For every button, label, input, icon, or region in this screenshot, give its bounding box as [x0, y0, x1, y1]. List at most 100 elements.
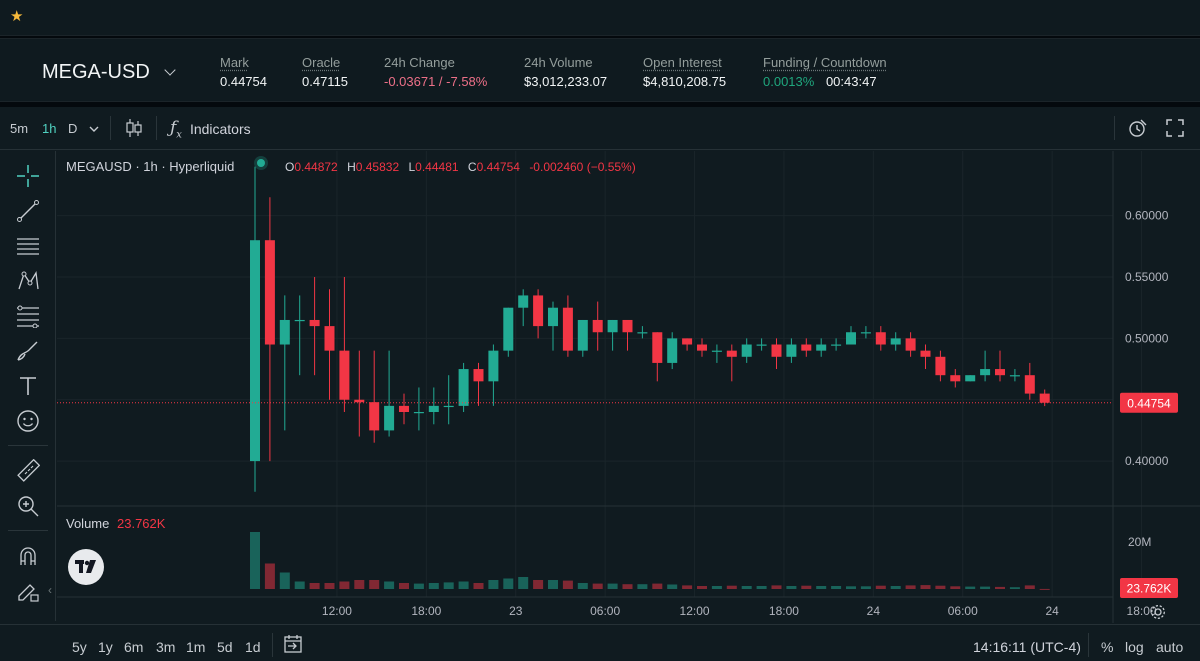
text-tool[interactable] — [14, 372, 42, 400]
candle-body — [801, 344, 812, 351]
l-label: L — [408, 160, 416, 174]
range-5d[interactable]: 5d — [217, 639, 233, 655]
divider — [8, 530, 48, 531]
candle-body — [518, 295, 529, 308]
calendar-goto-icon[interactable] — [283, 634, 303, 654]
candle-body — [667, 338, 678, 363]
candle-body — [1024, 375, 1035, 394]
clock-timezone[interactable]: 14:16:11 (UTC-4) — [973, 639, 1081, 655]
stat-label[interactable]: Oracle — [302, 55, 341, 70]
candle-body — [860, 332, 871, 334]
pair-selector[interactable]: MEGA-USD — [42, 61, 176, 84]
time-axis[interactable]: 12:00 18:00 23 06:00 12:00 18:00 24 06:00 24 18:0… — [322, 604, 1157, 618]
divider — [156, 116, 157, 140]
stat-value-group: 0.0013% 00:43:47 — [763, 74, 887, 89]
pattern-tool[interactable] — [14, 267, 42, 295]
volume-bar — [622, 584, 633, 589]
volume-bars — [250, 532, 1050, 590]
tradingview-logo[interactable] — [68, 549, 104, 585]
stat-value: 0.47115 — [302, 74, 349, 89]
candle-body — [592, 319, 603, 333]
volume-bar — [592, 583, 603, 589]
volume-bar — [950, 586, 961, 589]
time-tick-label: 24 — [1045, 604, 1059, 618]
alert-clock-icon[interactable] — [1127, 117, 1149, 139]
parallel-lines-tool[interactable] — [14, 232, 42, 260]
ruler-tool[interactable] — [14, 457, 42, 485]
pair-name: MEGA-USD — [42, 61, 150, 83]
candle-body — [652, 332, 663, 363]
range-5y[interactable]: 5y — [72, 639, 87, 655]
stat-label[interactable]: Mark — [220, 55, 249, 70]
volume-bar — [875, 585, 886, 589]
zoom-tool[interactable] — [14, 492, 42, 520]
percent-toggle[interactable]: % — [1101, 639, 1114, 655]
volume-bar — [488, 580, 499, 589]
stat-label[interactable]: Funding / Countdown — [763, 55, 887, 70]
candles-icon[interactable] — [124, 117, 144, 139]
volume-label[interactable]: Volume — [66, 516, 110, 531]
candle-body — [711, 350, 722, 352]
range-1d[interactable]: 1d — [245, 639, 261, 655]
volume-bar — [399, 583, 409, 589]
settings-gear-icon[interactable] — [1150, 604, 1166, 620]
range-6m[interactable]: 6m — [124, 639, 144, 655]
timeframe-d[interactable]: D — [68, 121, 78, 136]
volume-bar — [801, 585, 812, 589]
candle-body — [1039, 393, 1050, 403]
volume-bar — [473, 583, 484, 589]
log-toggle[interactable]: log — [1125, 639, 1144, 655]
range-3m[interactable]: 3m — [156, 639, 176, 655]
time-tick-label: 18:00 — [1127, 604, 1157, 618]
time-tick-label: 24 — [867, 604, 881, 618]
volume-axis-label: 20M — [1128, 535, 1151, 549]
volume-bar — [771, 585, 782, 589]
timeframe-5m[interactable]: 5m — [10, 121, 29, 136]
change-value: -0.002460 (−0.55%) — [529, 160, 636, 174]
fib-retracement-icon — [17, 305, 39, 328]
crosshair-tool[interactable] — [14, 162, 42, 190]
emoji-tool[interactable] — [14, 407, 42, 435]
chevron-down-icon[interactable] — [88, 124, 100, 134]
candle-body — [577, 319, 588, 351]
volume-last-badge — [1120, 578, 1178, 598]
candle-body — [443, 405, 454, 408]
l-value: 0.44481 — [415, 160, 459, 174]
volume-bar — [920, 585, 931, 589]
favorite-star-icon[interactable]: ★ — [10, 8, 24, 25]
volume-bar — [384, 581, 395, 589]
stat-value: 0.44754 — [220, 74, 267, 89]
volume-bar — [354, 580, 365, 589]
candle-body — [562, 307, 573, 351]
trendline-tool[interactable] — [14, 197, 42, 225]
time-tick-label: 18:00 — [769, 604, 799, 618]
fullscreen-icon[interactable] — [1166, 119, 1184, 137]
lock-draw-tool[interactable] — [14, 577, 42, 605]
auto-toggle[interactable]: auto — [1156, 639, 1184, 655]
candle-body — [339, 350, 350, 400]
stat-label[interactable]: Open Interest — [643, 55, 722, 70]
volume-bar — [1039, 588, 1050, 590]
indicators-label: Indicators — [189, 121, 251, 138]
timeframe-1h[interactable]: 1h — [42, 121, 57, 136]
volume-bar — [413, 583, 424, 589]
volume-bar — [637, 584, 648, 589]
range-1y[interactable]: 1y — [98, 639, 113, 655]
volume-bar — [831, 586, 842, 589]
magnet-tool[interactable] — [14, 542, 42, 570]
symbol-title[interactable]: MEGAUSD · 1h · Hyperliquid — [66, 159, 235, 174]
candle-body — [875, 332, 886, 345]
collapse-arrow-icon[interactable]: ‹ — [48, 583, 52, 597]
fib-tool[interactable] — [14, 302, 42, 330]
top-strip: ★ — [0, 0, 1200, 36]
candle-body — [831, 344, 842, 346]
bottom-toolbar: 5y 1y 6m 3m 1m 5d 1d 14:16:11 (UTC-4) % … — [0, 624, 1200, 661]
range-1m[interactable]: 1m — [186, 639, 206, 655]
brush-tool[interactable] — [14, 337, 42, 365]
grid-lines — [57, 151, 1143, 597]
candle-body — [995, 369, 1005, 376]
indicators-button[interactable]: ƒx Indicators — [170, 118, 251, 140]
